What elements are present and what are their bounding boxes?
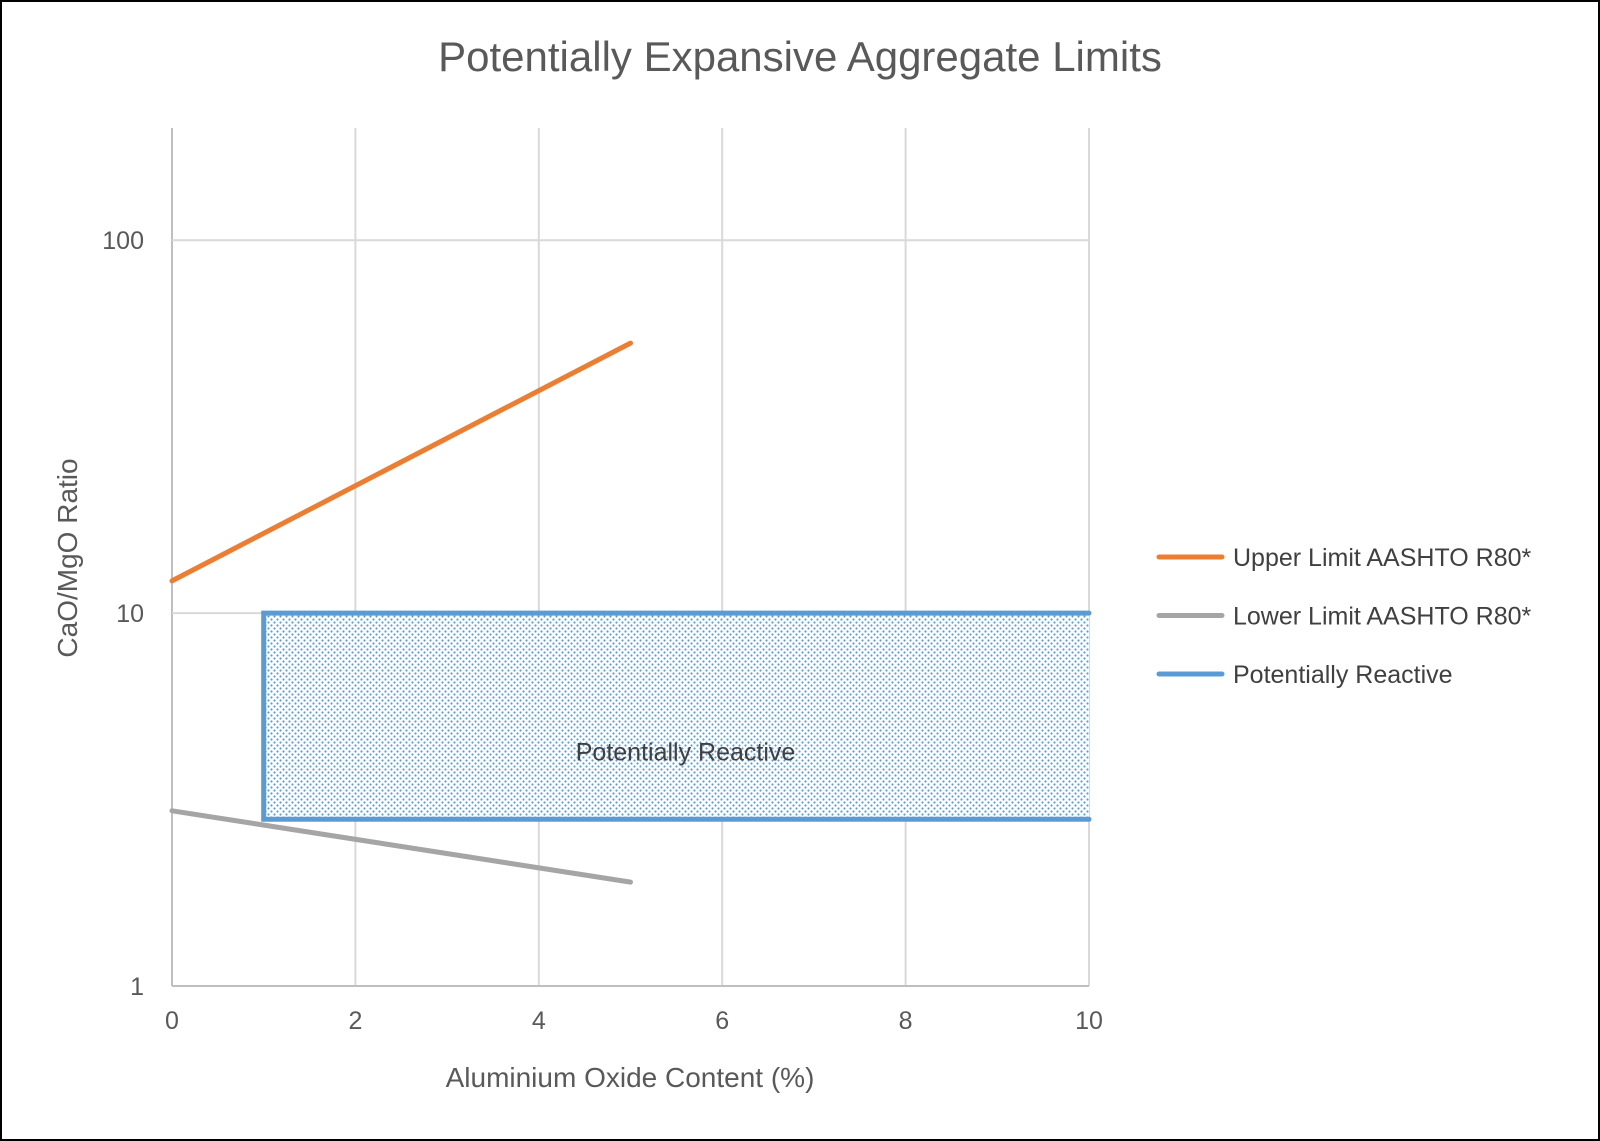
gridlines <box>171 128 1090 987</box>
legend-entry: Potentially Reactive <box>1233 661 1453 689</box>
region-annotation: Potentially Reactive <box>576 739 796 767</box>
legend-entry: Lower Limit AASHTO R80* <box>1233 603 1532 631</box>
x-tick-label: 10 <box>1075 1007 1103 1035</box>
series-line-3 <box>261 610 1092 822</box>
reactive-region-fill <box>263 613 1089 820</box>
series-line-2 <box>169 808 633 885</box>
y-tick-label: 100 <box>102 227 144 255</box>
legend-entry: Upper Limit AASHTO R80* <box>1233 544 1532 572</box>
y-tick-label: 1 <box>130 973 144 1001</box>
legend: Upper Limit AASHTO R80* Lower Limit AASHT… <box>1156 544 1532 689</box>
y-axis-label: CaO/MgO Ratio <box>52 458 83 657</box>
x-tick-label: 6 <box>715 1007 729 1035</box>
reactive-region: Potentially Reactive <box>263 613 1089 820</box>
x-axis-label: Aluminium Oxide Content (%) <box>446 1062 815 1093</box>
x-tick-label: 8 <box>899 1007 913 1035</box>
chart-title: Potentially Expansive Aggregate Limits <box>438 33 1162 80</box>
x-tick-label: 2 <box>348 1007 362 1035</box>
series-lines <box>169 340 1092 885</box>
tick-labels: 0 2 4 6 8 10 1 10 100 <box>102 227 1103 1035</box>
x-tick-label: 0 <box>165 1007 179 1035</box>
series-line-1 <box>169 340 633 584</box>
y-tick-label: 10 <box>116 600 144 628</box>
x-tick-label: 4 <box>532 1007 546 1035</box>
